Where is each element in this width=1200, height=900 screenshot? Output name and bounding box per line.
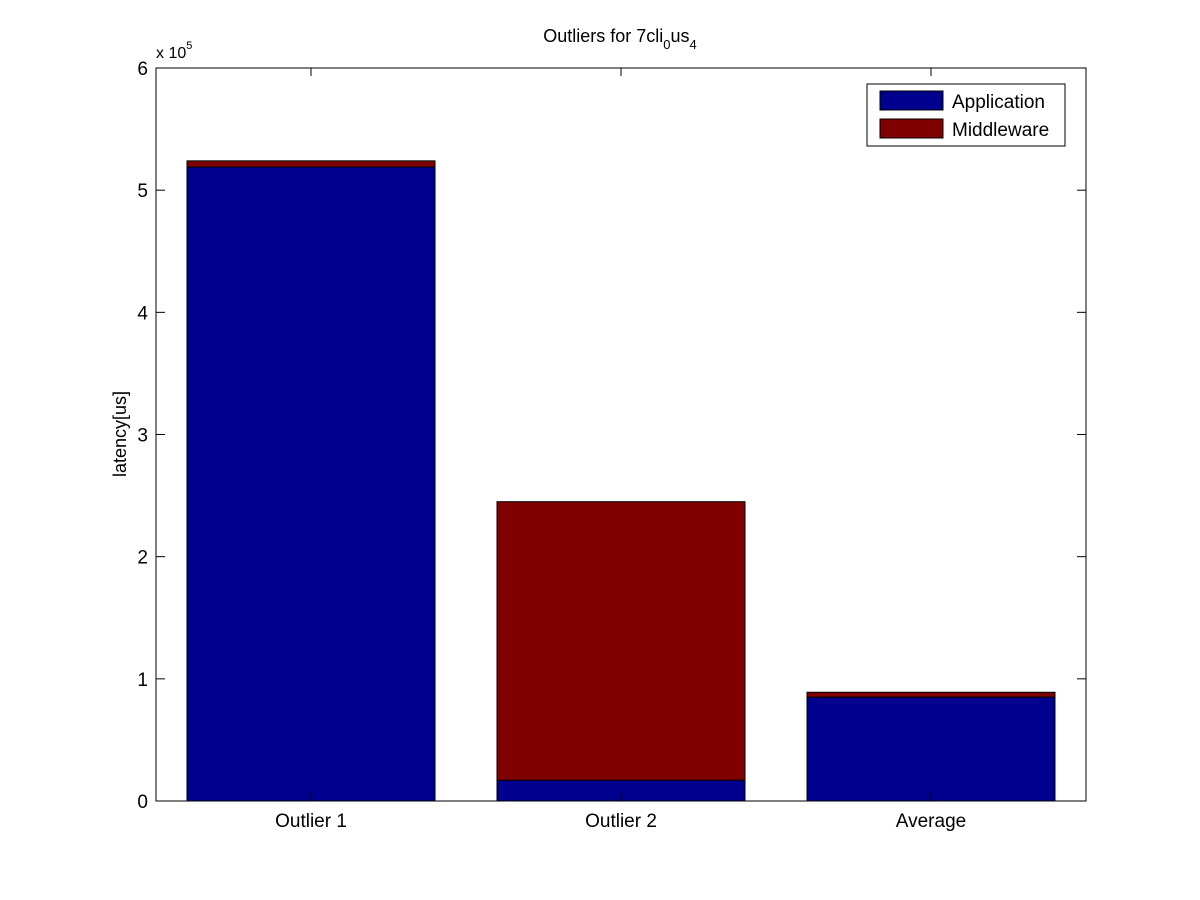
y-tick-label: 3 [137, 426, 148, 447]
y-tick-label: 5 [137, 181, 148, 202]
bar-middleware-2 [496, 501, 746, 781]
y-tick-label: 1 [137, 670, 148, 691]
y-tick-label: 6 [137, 59, 148, 80]
bar-application-3 [806, 696, 1056, 802]
y-axis-label: latency[us] [110, 391, 130, 477]
legend: Application Middleware [866, 83, 1066, 147]
ticks-layer: Outlier 1 Outlier 2 Average 0 1 2 3 4 5 6 [137, 59, 1086, 832]
x-tick-label: Average [896, 811, 966, 832]
y-tick-label: 4 [137, 303, 148, 324]
y-axis-exponent: x 105 [156, 40, 192, 62]
legend-swatch-application [879, 90, 944, 111]
y-tick-label: 0 [137, 792, 148, 813]
x-tick-label: Outlier 1 [275, 811, 347, 832]
bar-application-1 [186, 166, 436, 802]
chart-title: Outliers for 7cli0us4 [543, 26, 697, 52]
legend-label-middleware: Middleware [952, 120, 1049, 141]
legend-swatch-middleware [879, 118, 944, 139]
x-tick-label: Outlier 2 [585, 811, 657, 832]
legend-label-application: Application [952, 92, 1045, 113]
bars-layer [186, 160, 1056, 802]
y-tick-label: 2 [137, 548, 148, 569]
bar-middleware-1 [186, 160, 436, 168]
bar-middleware-3 [806, 691, 1056, 698]
